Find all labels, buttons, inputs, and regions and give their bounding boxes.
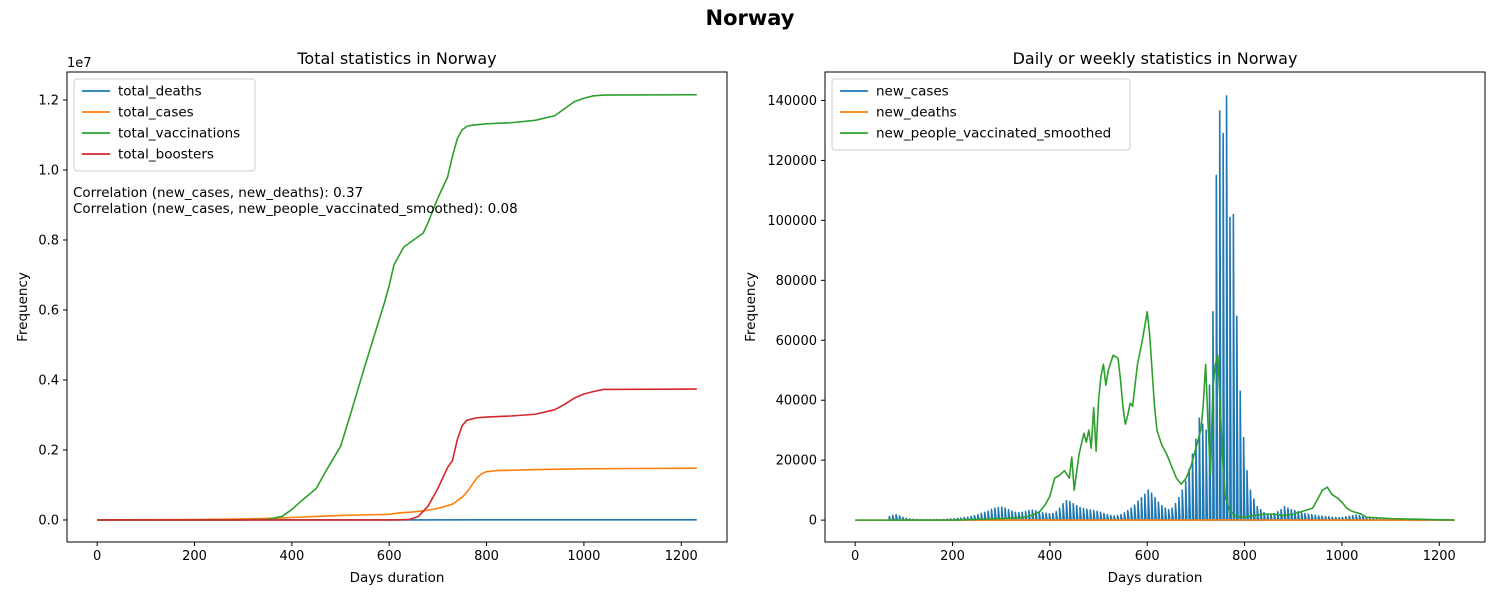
y-tick-label: 0.0 <box>38 513 59 528</box>
y-tick-label: 1.0 <box>38 163 59 178</box>
x-tick-label: 0 <box>851 549 859 564</box>
legend-label: new_people_vaccinated_smoothed <box>876 126 1111 142</box>
y-tick-label: 0.6 <box>38 303 59 318</box>
x-tick-label: 400 <box>1037 549 1062 564</box>
y-tick-label: 120000 <box>767 154 817 169</box>
x-tick-label: 800 <box>474 549 499 564</box>
left-plot-marks <box>97 93 697 521</box>
series-line-total-vaccinations <box>97 93 697 521</box>
right-plot-frame <box>824 71 1486 543</box>
x-tick-label: 1200 <box>1423 549 1456 564</box>
y-tick-label: 80000 <box>776 274 817 289</box>
y-tick-label: 40000 <box>776 394 817 409</box>
y-tick-label: 20000 <box>776 454 817 469</box>
right-y-axis-label: Frequency <box>743 272 759 342</box>
y-tick-label: 1.2 <box>38 93 59 108</box>
left-y-ticks: 0.0 0.2 0.4 0.6 0.8 1.0 1.2 <box>38 93 67 528</box>
series-line-total-cases <box>97 467 697 521</box>
x-tick-label: 1000 <box>1325 549 1358 564</box>
y-tick-label: 60000 <box>776 334 817 349</box>
left-chart-title: Total statistics in Norway <box>296 49 496 68</box>
series-line-total-boosters <box>97 388 697 521</box>
right-x-ticks: 0 200 400 600 800 1000 1200 <box>851 542 1456 564</box>
legend-box <box>831 78 1131 151</box>
y-tick-label: 0.4 <box>38 373 59 388</box>
left-y-axis-label: Frequency <box>15 272 31 342</box>
x-tick-label: 800 <box>1232 549 1257 564</box>
legend-label: total_deaths <box>118 84 202 100</box>
x-tick-label: 1200 <box>665 549 698 564</box>
left-x-axis-label: Days duration <box>350 570 445 586</box>
y-tick-label: 140000 <box>767 94 817 109</box>
y-tick-label: 100000 <box>767 214 817 229</box>
y-tick-label: 0.8 <box>38 233 59 248</box>
correlation-annotation-1: Correlation (new_cases, new_deaths): 0.3… <box>73 185 363 201</box>
figure-title: Norway <box>705 6 795 30</box>
right-plot-marks <box>855 95 1455 521</box>
legend-label: total_cases <box>118 105 194 121</box>
x-tick-label: 400 <box>279 549 304 564</box>
right-legend: new_cases new_deaths new_people_vaccinated… <box>831 78 1131 151</box>
left-y-offset-label: 1e7 <box>67 56 92 71</box>
legend-label: total_boosters <box>118 147 214 163</box>
x-tick-label: 600 <box>377 549 402 564</box>
x-tick-label: 200 <box>940 549 965 564</box>
y-tick-label: 0 <box>809 514 817 529</box>
right-x-axis-label: Days duration <box>1108 570 1203 586</box>
y-tick-label: 0.2 <box>38 443 59 458</box>
series-line-new-cases <box>888 95 1453 521</box>
legend-label: new_cases <box>876 84 949 100</box>
x-tick-label: 1000 <box>567 549 600 564</box>
legend-label: new_deaths <box>876 105 957 121</box>
x-tick-label: 200 <box>182 549 207 564</box>
series-line-new-people-vaccinated-smoothed <box>855 310 1455 521</box>
legend-label: total_vaccinations <box>118 126 240 142</box>
x-tick-label: 0 <box>93 549 101 564</box>
x-tick-label: 600 <box>1135 549 1160 564</box>
left-plot-frame <box>66 71 728 543</box>
right-chart-title: Daily or weekly statistics in Norway <box>1013 49 1298 68</box>
legend-box <box>73 78 256 172</box>
left-legend: total_deaths total_cases total_vaccination… <box>73 78 256 172</box>
right-y-ticks: 0 20000 40000 60000 80000 100000 120000 140000 <box>767 94 825 529</box>
correlation-annotation-2: Correlation (new_cases, new_people_vacci… <box>73 201 518 217</box>
left-x-ticks: 0 200 400 600 800 1000 1200 <box>93 542 698 564</box>
